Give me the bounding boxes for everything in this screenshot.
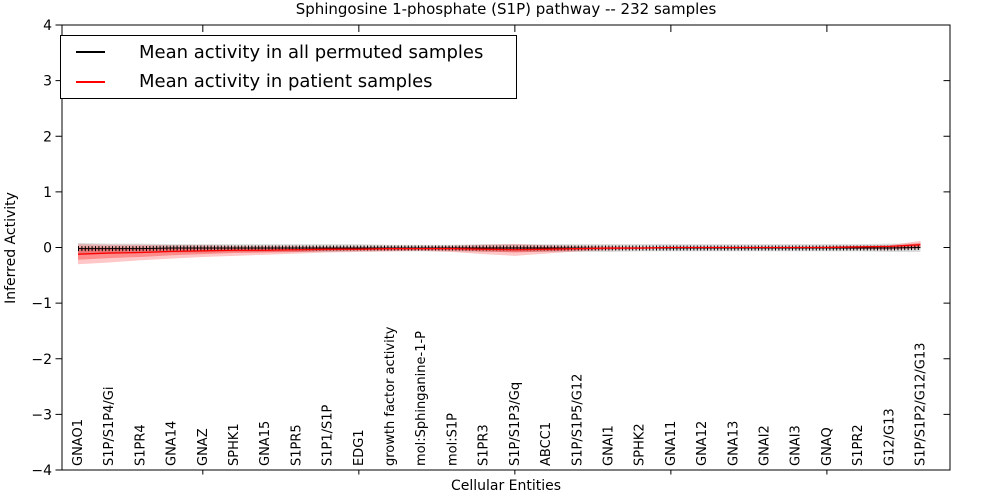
legend-entry-permuted: Mean activity in all permuted samples bbox=[61, 39, 516, 66]
category-label: S1P/S1P4/Gi bbox=[102, 387, 117, 466]
category-label: S1P/S1P2/G12/G13 bbox=[914, 343, 929, 466]
legend-label-permuted: Mean activity in all permuted samples bbox=[139, 41, 484, 63]
category-label: S1P/S1P5/G12 bbox=[570, 374, 585, 466]
y-tick-label: −4 bbox=[31, 463, 52, 479]
chart-title: Sphingosine 1-phosphate (S1P) pathway --… bbox=[295, 0, 717, 18]
patient-mean-line bbox=[77, 244, 921, 255]
y-tick-label: 0 bbox=[43, 241, 52, 257]
legend-label-patient: Mean activity in patient samples bbox=[139, 71, 433, 93]
category-label: S1PR2 bbox=[851, 424, 866, 466]
y-tick-label: 2 bbox=[43, 129, 52, 145]
category-label: ABCC1 bbox=[539, 422, 554, 466]
category-label: GNAI2 bbox=[758, 425, 773, 466]
y-tick-label: 1 bbox=[43, 185, 52, 201]
category-label: mol:Sphinganine-1-P bbox=[414, 331, 429, 466]
category-label: GNAO1 bbox=[71, 419, 86, 466]
category-label: GNAZ bbox=[196, 428, 211, 466]
category-label: GNA11 bbox=[664, 421, 679, 466]
permuted-confidence-band bbox=[78, 243, 921, 255]
category-label: G12/G13 bbox=[882, 408, 897, 466]
y-tick-label: −2 bbox=[31, 352, 52, 368]
legend: Mean activity in all permuted samples Me… bbox=[60, 35, 517, 99]
category-label: S1PR5 bbox=[289, 424, 304, 466]
patient-confidence-band-inner bbox=[78, 243, 921, 260]
permuted-line-sample bbox=[76, 51, 105, 54]
category-label: GNA15 bbox=[258, 421, 273, 466]
category-label: GNAQ bbox=[820, 427, 835, 466]
category-label: EDG1 bbox=[352, 429, 367, 466]
category-label: GNA13 bbox=[726, 421, 741, 466]
category-label: S1PR3 bbox=[477, 424, 492, 466]
y-tick-label: 4 bbox=[43, 18, 52, 34]
category-label: GNA12 bbox=[695, 421, 710, 466]
category-label: SPHK2 bbox=[633, 423, 648, 466]
category-label: GNAI3 bbox=[789, 425, 804, 466]
category-label: GNA14 bbox=[165, 421, 180, 466]
category-label: SPHK1 bbox=[227, 423, 242, 466]
patient-confidence-band-outer bbox=[78, 240, 921, 265]
category-label: S1P1/S1P bbox=[321, 404, 336, 466]
y-tick-label: −3 bbox=[31, 407, 52, 423]
category-label: growth factor activity bbox=[383, 326, 398, 466]
category-label: mol:S1P bbox=[445, 413, 460, 466]
patient-line-sample bbox=[76, 80, 105, 83]
category-label: S1P/S1P3/Gq bbox=[508, 382, 523, 466]
y-tick-label: 3 bbox=[43, 74, 52, 90]
legend-entry-patient: Mean activity in patient samples bbox=[61, 68, 516, 95]
x-axis-label: Cellular Entities bbox=[450, 478, 562, 494]
category-label: GNAI1 bbox=[602, 425, 617, 466]
category-label: S1PR4 bbox=[133, 424, 148, 466]
y-tick-label: −1 bbox=[31, 296, 52, 312]
